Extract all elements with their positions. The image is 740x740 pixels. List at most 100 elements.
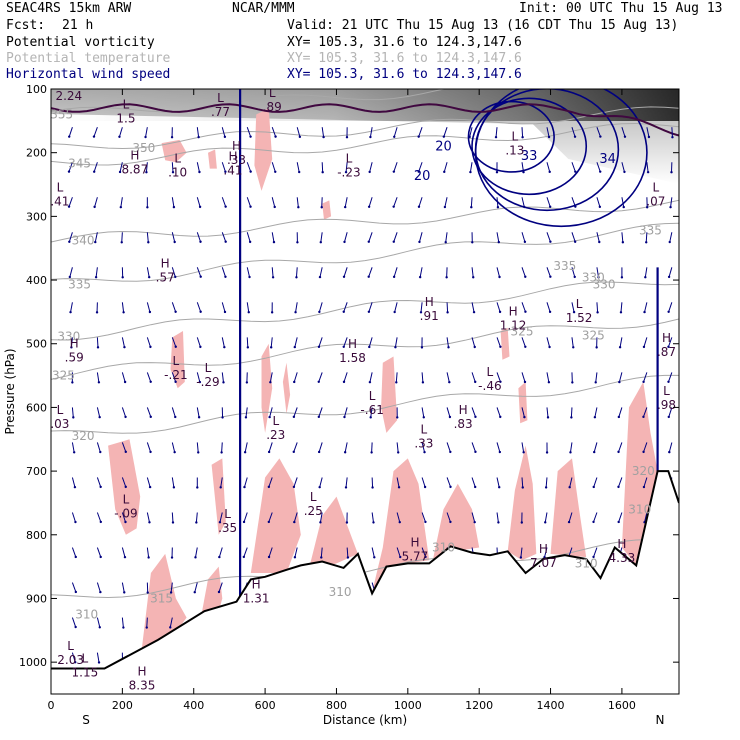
wind-vector-head [498,275,501,279]
wind-vector [94,232,98,243]
wind-vector [521,337,526,347]
wind-vector [618,477,623,488]
wind-vector-head [423,450,426,454]
x-end-label-south: S [82,713,90,727]
wind-vector [545,477,548,488]
wind-vector [646,127,650,138]
wind-vector-head [474,380,477,384]
terrain-fill [51,471,679,694]
wind-vector [368,302,373,312]
wind-vector-head [124,450,127,454]
wind-vector [121,512,126,523]
pv-extremum-type: H [617,537,626,551]
wind-vector [445,232,448,243]
pv-extremum-value: .41 [223,164,242,178]
wind-vector-head [123,555,127,559]
wind-vector [196,162,200,173]
wind-vector [644,267,648,278]
wind-vector-head [420,346,424,349]
wind-vector [320,547,323,558]
pv-extremum-value: .33 [414,436,433,450]
wind-vector [71,512,76,523]
pv-extremum-type: L [576,297,583,311]
wind-vector [196,337,201,348]
wind-vector-head [668,450,671,454]
pv-extremum-type: L [652,180,659,194]
wind-vector-head [499,380,502,383]
wind-vector [471,302,475,313]
wind-speed-label: 34 [599,152,616,167]
wind-vector-head [573,135,577,138]
wind-vector-head [524,275,527,278]
wind-vector [296,197,299,208]
theta-label: 335 [639,223,662,237]
wind-vector-head [269,381,272,384]
pv-extremum-value: .23 [266,428,285,442]
pv-shaded-region [208,149,217,169]
wind-vector-head [498,310,502,314]
wind-vector [221,442,223,453]
wind-vector-head [443,205,447,209]
wind-vector-head [174,415,177,419]
wind-vector-head [173,240,176,244]
wind-vector-head [174,380,177,384]
theta-label: 335 [68,278,91,292]
wind-vector-head [642,415,645,419]
wind-vector [146,477,151,488]
pv-shaded-region [500,327,510,360]
wind-vector-head [549,240,552,243]
wind-vector [318,442,323,453]
theta-label: 345 [68,157,91,171]
wind-vector [343,267,348,277]
wind-vector-head [522,170,525,174]
wind-vector-head [371,486,374,489]
wind-vector-head [442,135,446,138]
terrain-profile [51,470,679,670]
y-tick-label: 300 [26,210,47,223]
wind-vector-head [198,170,201,174]
wind-vector [596,267,599,278]
wind-vector [321,127,325,138]
wind-vector [645,232,648,243]
y-tick-label: 100 [26,83,47,96]
wind-vector [71,617,77,628]
wind-vector-head [343,415,346,419]
wind-vector-head [148,485,152,489]
wind-vector-head [570,416,573,419]
wind-vector [619,337,623,348]
wind-vector [618,407,623,418]
wind-vector-head [93,205,96,209]
fcst-value: 21 h [62,18,94,33]
wind-vector-head [342,275,346,279]
wind-vector [446,302,449,313]
wind-vector-head [617,520,620,524]
wind-vector [196,232,201,242]
wind-vector [71,652,76,663]
wind-vector [520,547,523,558]
wind-vector-head [72,451,76,454]
wind-vector [145,162,148,173]
wind-vector-head [249,205,252,208]
wind-vector [596,302,599,313]
pv-shaded-region [432,483,480,561]
pv-extremum-type: L [369,389,376,403]
wind-vector [269,372,273,383]
wind-vector-head [98,415,101,419]
wind-vector-head [645,241,648,244]
wind-vector-head [417,205,421,208]
wind-vector [593,512,598,523]
pv-extremum-value: .98 [657,398,676,412]
x-tick-label: 1000 [394,699,422,712]
pv-extremum-value: 2.24 [55,89,82,103]
pv-extremum-value: .03 [50,417,69,431]
wind-vector [569,442,573,453]
wind-vector [421,407,425,418]
wind-vector [344,442,348,453]
wind-vector-head [395,381,398,384]
pv-extremum-type: H [509,304,518,318]
wind-vector-head [644,275,647,279]
wind-vector [642,407,648,417]
wind-vector [243,547,248,558]
wind-vector-head [217,590,221,594]
